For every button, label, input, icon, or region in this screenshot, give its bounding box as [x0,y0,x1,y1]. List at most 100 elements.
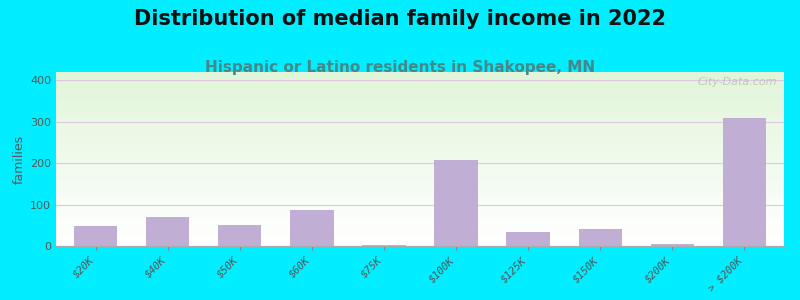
Bar [56,131,784,132]
Bar [56,203,784,204]
Bar [56,202,784,203]
Text: Hispanic or Latino residents in Shakopee, MN: Hispanic or Latino residents in Shakopee… [205,60,595,75]
Bar [56,172,784,173]
Bar [56,161,784,162]
Bar [56,154,784,155]
Bar [56,135,784,136]
Bar [56,89,784,90]
Bar [56,229,784,230]
Bar [56,88,784,89]
Bar [56,198,784,199]
Bar [56,178,784,179]
Bar [56,142,784,143]
Bar [56,224,784,225]
Bar [56,78,784,79]
Bar [56,232,784,233]
Bar [56,101,784,102]
Bar [56,245,784,246]
Bar [56,140,784,141]
Bar [56,82,784,83]
Bar [56,144,784,145]
Bar [56,227,784,228]
Bar [56,201,784,202]
Bar [56,182,784,183]
Bar [56,112,784,113]
Bar [56,185,784,186]
Bar [56,133,784,134]
Bar [56,155,784,156]
Bar [56,211,784,212]
Bar [56,82,784,83]
Bar [56,226,784,227]
Bar [56,168,784,169]
Bar [56,233,784,234]
Bar [56,243,784,244]
Bar [56,231,784,232]
Bar [56,84,784,85]
Bar [56,85,784,86]
Bar [56,117,784,118]
Bar [56,240,784,241]
Bar [650,244,694,246]
Bar [56,139,784,140]
Bar [56,122,784,123]
Bar [434,160,478,246]
Bar [56,129,784,130]
Bar [56,121,784,122]
Bar [56,147,784,148]
Bar [56,77,784,78]
Bar [56,204,784,205]
Bar [56,93,784,94]
Bar [56,109,784,110]
Bar [56,80,784,81]
Bar [56,177,784,178]
Bar [56,194,784,195]
Bar [56,79,784,80]
Bar [56,118,784,119]
Bar [56,116,784,117]
Bar [56,169,784,170]
Bar [56,100,784,101]
Bar [56,175,784,176]
Bar [56,242,784,243]
Bar [56,90,784,91]
Bar [56,145,784,146]
Bar [56,244,784,245]
Bar [146,217,190,246]
Bar [56,179,784,180]
Bar [56,212,784,213]
Bar [56,148,784,149]
Bar [56,200,784,201]
Bar [56,186,784,187]
Bar [56,238,784,239]
Bar [290,210,334,246]
Bar [722,118,766,246]
Bar [56,153,784,154]
Bar [56,234,784,235]
Bar [56,207,784,208]
Bar [56,228,784,229]
Bar [56,107,784,108]
Bar [56,171,784,172]
Bar [56,167,784,168]
Bar [56,208,784,209]
Bar [56,98,784,99]
Bar [56,159,784,160]
Bar [56,196,784,197]
Bar [56,219,784,220]
Bar [362,245,406,246]
Bar [56,124,784,125]
Bar [56,162,784,163]
Bar [56,143,784,144]
Bar [56,180,784,181]
Bar [56,163,784,164]
Bar [56,111,784,112]
Bar [56,151,784,152]
Bar [56,149,784,150]
Y-axis label: families: families [13,134,26,184]
Bar [56,114,784,115]
Bar [56,108,784,109]
Bar [56,120,784,121]
Bar [56,199,784,200]
Bar [56,125,784,126]
